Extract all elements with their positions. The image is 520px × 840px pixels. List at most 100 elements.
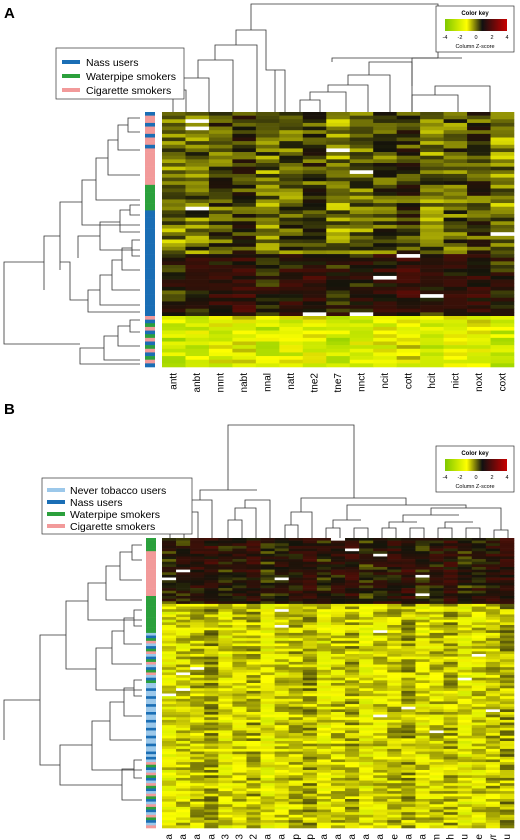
heatmap-cell bbox=[185, 155, 210, 160]
heatmap-cell bbox=[387, 606, 402, 610]
heatmap-cell bbox=[485, 561, 501, 565]
heatmap-cell bbox=[443, 777, 458, 781]
heatmap-cell bbox=[415, 738, 430, 742]
heatmap-cell bbox=[467, 122, 491, 127]
heatmap-cell bbox=[185, 312, 210, 317]
heatmap-cell bbox=[185, 308, 210, 313]
heatmap-cell bbox=[274, 551, 290, 555]
heatmap-cell bbox=[387, 580, 402, 584]
heatmap-cell bbox=[471, 759, 487, 763]
heatmap-cell bbox=[204, 822, 219, 826]
heatmap-cell bbox=[162, 265, 186, 269]
heatmap-cell bbox=[457, 791, 473, 795]
heatmap-cell bbox=[471, 619, 487, 623]
heatmap-cell bbox=[316, 556, 332, 560]
heatmap-cell bbox=[349, 173, 374, 178]
heatmap-cell bbox=[279, 192, 304, 197]
heatmap-cell bbox=[208, 144, 233, 149]
heatmap-cell bbox=[499, 812, 515, 816]
heatmap-cell bbox=[415, 820, 430, 824]
heatmap-cell bbox=[345, 611, 360, 615]
color-key-title-b: Color key bbox=[461, 451, 489, 457]
heatmap-cell bbox=[260, 627, 275, 631]
heatmap-cell bbox=[208, 286, 233, 291]
heatmap-cell bbox=[204, 648, 219, 652]
heatmap-cell bbox=[326, 195, 351, 200]
heatmap-cell bbox=[443, 567, 458, 570]
row-group-cell bbox=[146, 696, 156, 700]
heatmap-cell bbox=[387, 564, 402, 568]
heatmap-cell bbox=[373, 564, 388, 568]
heatmap-cell bbox=[330, 743, 346, 747]
heatmap-cell bbox=[349, 163, 374, 167]
heatmap-cell bbox=[443, 133, 468, 138]
heatmap-cell bbox=[359, 640, 374, 644]
heatmap-cell bbox=[162, 593, 177, 597]
heatmap-cell bbox=[401, 545, 416, 549]
heatmap-cell bbox=[246, 701, 261, 705]
heatmap-cell bbox=[387, 817, 402, 821]
heatmap-cell bbox=[359, 704, 374, 708]
heatmap-cell bbox=[204, 638, 219, 642]
heatmap-cell bbox=[345, 772, 360, 776]
heatmap-cell bbox=[443, 141, 468, 146]
heatmap-cell bbox=[373, 580, 388, 584]
heatmap-cell bbox=[387, 569, 402, 573]
heatmap-cell bbox=[420, 130, 444, 135]
heatmap-cell bbox=[288, 638, 304, 642]
heatmap-cell bbox=[499, 632, 515, 636]
heatmap-cell bbox=[302, 246, 327, 251]
heatmap-cell bbox=[302, 348, 327, 353]
heatmap-cell bbox=[208, 265, 233, 269]
column-label: nnal bbox=[263, 373, 274, 392]
heatmap-cell bbox=[302, 812, 318, 816]
heatmap-cell bbox=[499, 611, 515, 615]
heatmap-cell bbox=[232, 122, 257, 127]
heatmap-cell bbox=[373, 217, 397, 222]
heatmap-cell bbox=[420, 312, 444, 317]
heatmap-cell bbox=[204, 630, 219, 634]
heatmap-cell bbox=[499, 785, 515, 789]
heatmap-cell bbox=[429, 582, 444, 586]
heatmap-cell bbox=[190, 593, 205, 597]
heatmap-cell bbox=[345, 606, 360, 610]
heatmap-cell bbox=[162, 246, 186, 251]
heatmap-cell bbox=[274, 804, 290, 808]
heatmap-cell bbox=[499, 714, 515, 718]
heatmap-cell bbox=[232, 199, 257, 204]
heatmap-cell bbox=[232, 677, 247, 681]
heatmap-cell bbox=[443, 246, 468, 251]
heatmap-cell bbox=[176, 727, 191, 731]
heatmap-cell bbox=[345, 735, 360, 739]
heatmap-cell bbox=[401, 735, 416, 739]
heatmap-cell bbox=[415, 561, 430, 565]
heatmap-cell bbox=[232, 548, 247, 552]
heatmap-cell bbox=[443, 632, 458, 636]
heatmap-cell bbox=[499, 538, 515, 541]
heatmap-cell bbox=[485, 764, 501, 768]
heatmap-cell bbox=[162, 279, 186, 284]
row-group-cell bbox=[146, 714, 156, 718]
heatmap-cell bbox=[401, 672, 416, 676]
heatmap-cell bbox=[274, 759, 290, 763]
heatmap-cell bbox=[420, 115, 444, 120]
heatmap-cell bbox=[443, 265, 468, 269]
heatmap-cell bbox=[288, 706, 304, 710]
heatmap-cell bbox=[302, 188, 327, 193]
heatmap-cell bbox=[246, 656, 261, 660]
heatmap-cell bbox=[499, 825, 515, 829]
heatmap-cell bbox=[457, 741, 473, 744]
heatmap-cell bbox=[349, 141, 374, 146]
heatmap-cell bbox=[387, 725, 402, 729]
row-group-cell bbox=[146, 748, 156, 752]
heatmap-cell bbox=[401, 777, 416, 781]
row-group-cell bbox=[146, 801, 156, 805]
heatmap-cell bbox=[485, 588, 501, 592]
heatmap-cell bbox=[260, 577, 275, 581]
heatmap-cell bbox=[373, 596, 388, 599]
heatmap-cell bbox=[162, 184, 186, 189]
heatmap-cell bbox=[316, 611, 332, 615]
heatmap-cell bbox=[443, 590, 458, 594]
heatmap-cell bbox=[396, 286, 421, 291]
heatmap-cell bbox=[232, 717, 247, 721]
